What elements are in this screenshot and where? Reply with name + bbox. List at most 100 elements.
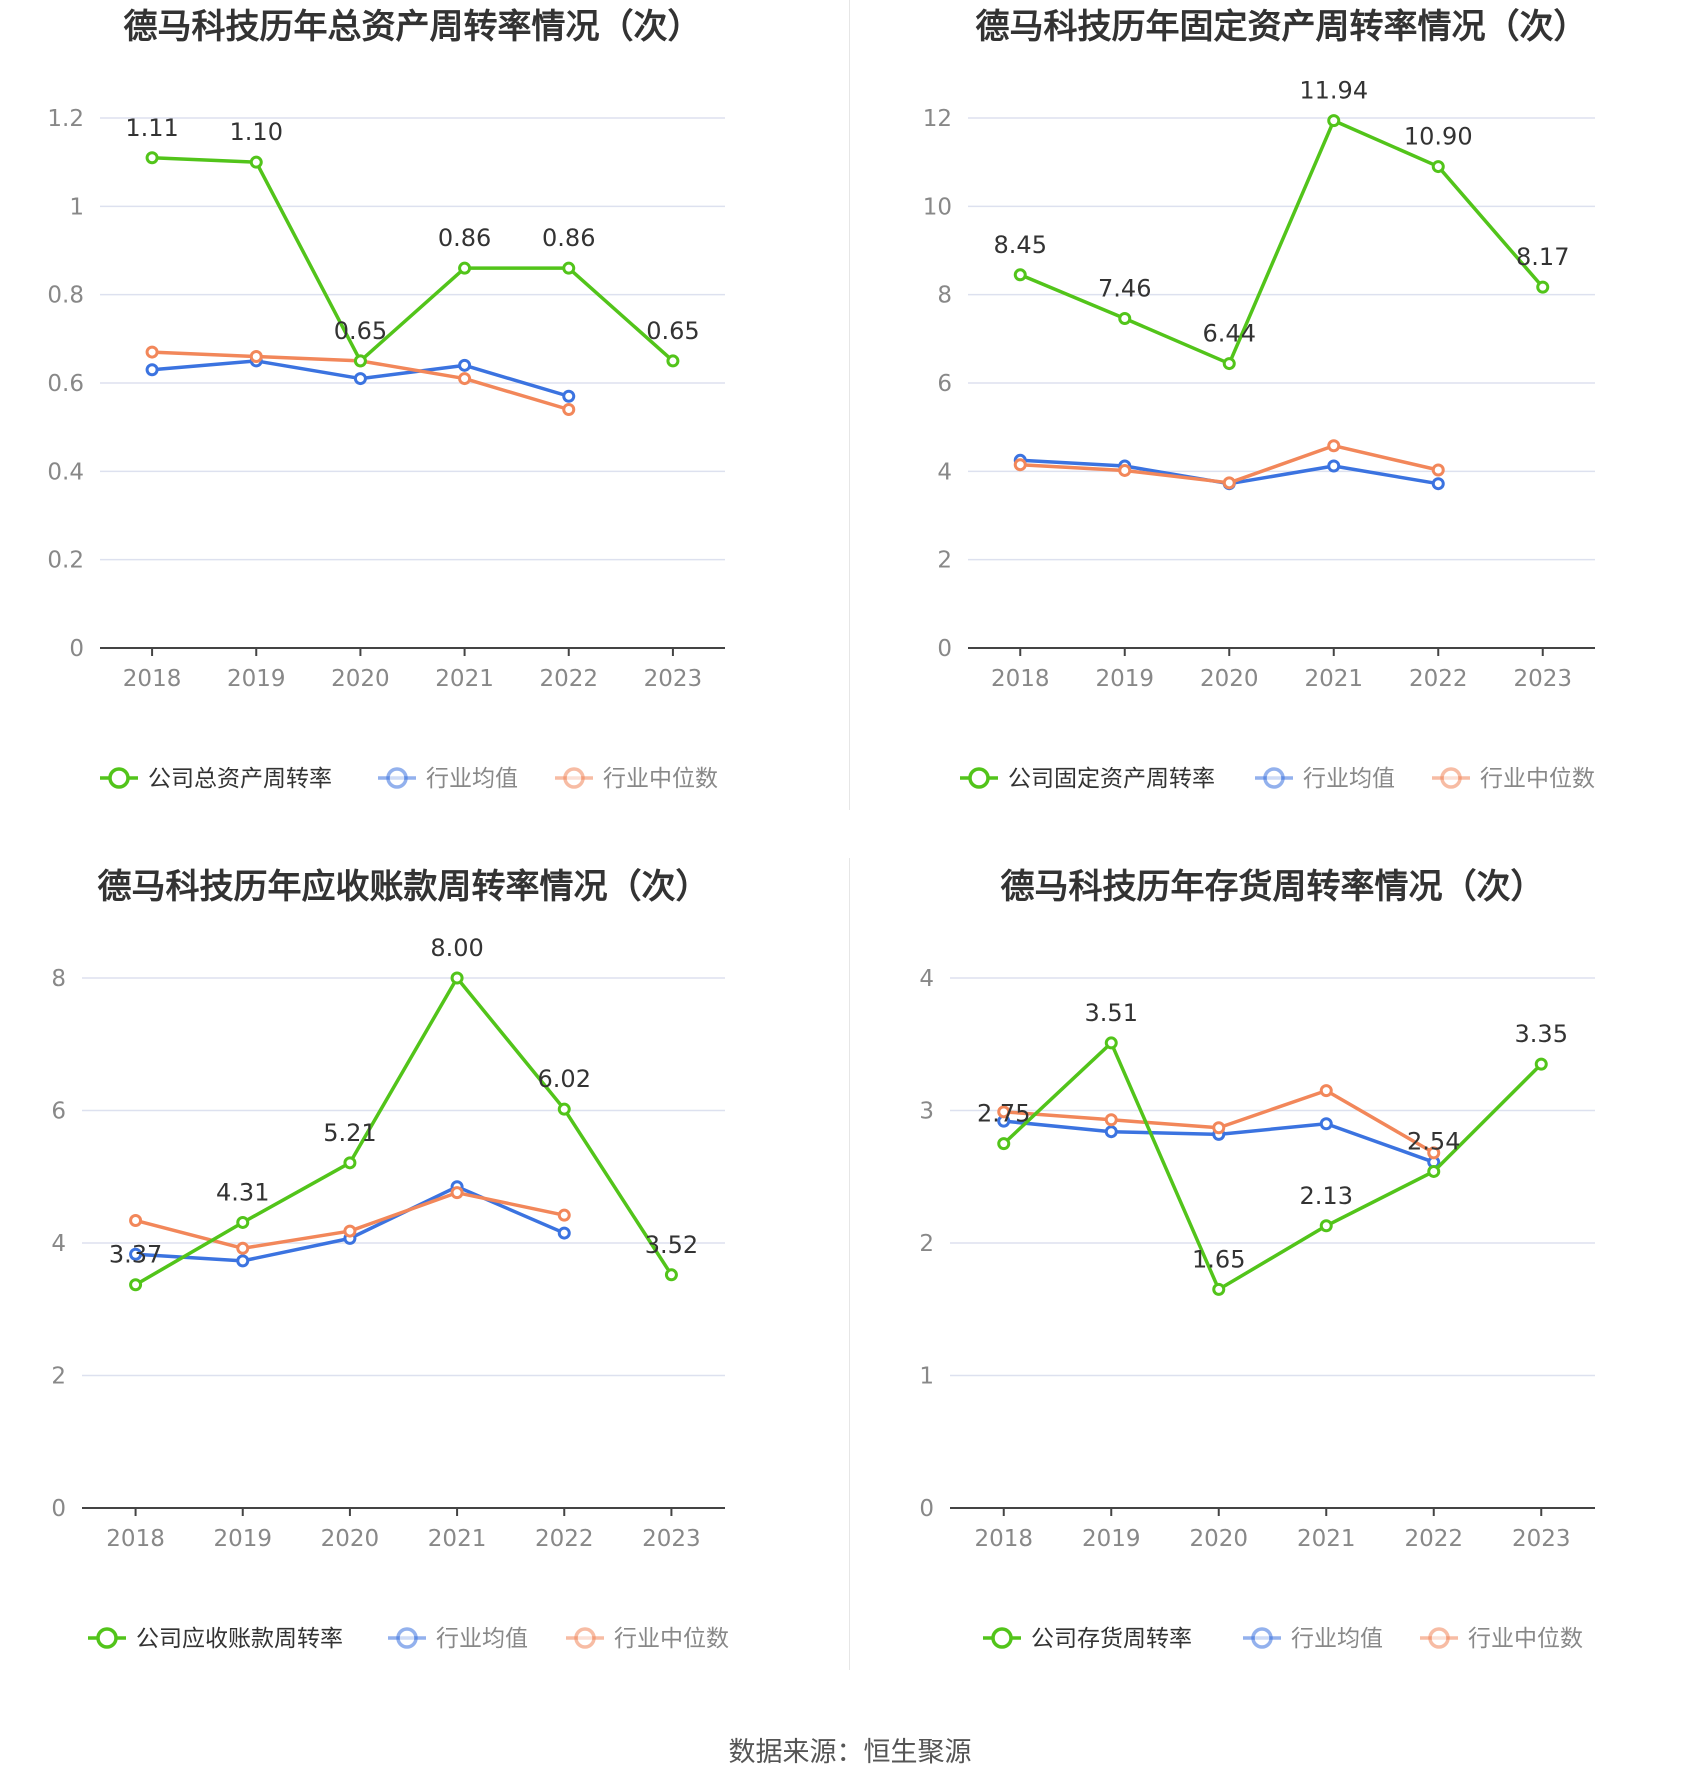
data-point <box>1013 458 1027 472</box>
x-tick-label: 2023 <box>642 1526 701 1552</box>
x-tick-label: 2020 <box>331 666 390 692</box>
x-tick-label: 2020 <box>321 1526 380 1552</box>
x-tick-label: 2023 <box>1513 666 1572 692</box>
y-tick-label: 3 <box>919 1099 934 1125</box>
y-tick-label: 1 <box>919 1364 934 1390</box>
legend-marker <box>396 1627 418 1649</box>
legend-marker <box>563 767 585 789</box>
y-tick-label: 0.4 <box>47 459 84 485</box>
data-label: 11.94 <box>1299 77 1368 105</box>
y-tick-label: 4 <box>51 1231 66 1257</box>
y-tick-label: 10 <box>923 194 952 220</box>
y-tick-label: 12 <box>923 106 952 132</box>
series-line-0 <box>1019 118 1545 366</box>
x-tick-label: 2021 <box>428 1526 487 1552</box>
legend-label: 行业中位数 <box>614 1626 729 1652</box>
legend-item-2: 行业中位数 <box>566 1626 729 1652</box>
y-tick-label: 0 <box>51 1496 66 1522</box>
data-point <box>557 1226 571 1240</box>
data-point <box>666 354 680 368</box>
chart-title: 德马科技历年总资产周转率情况（次） <box>124 7 702 47</box>
legend-marker <box>96 1627 118 1649</box>
y-tick-label: 0 <box>919 1496 934 1522</box>
legend-label: 行业均值 <box>426 766 518 792</box>
y-tick-label: 8 <box>937 283 952 309</box>
legend-item-0: 公司总资产周转率 <box>100 766 332 792</box>
data-point <box>562 261 576 275</box>
x-tick-label: 2018 <box>991 666 1050 692</box>
data-point <box>1104 1036 1118 1050</box>
data-point <box>1327 459 1341 473</box>
data-label: 0.65 <box>334 317 387 345</box>
y-tick-label: 0.6 <box>47 371 84 397</box>
data-point <box>1327 439 1341 453</box>
data-point <box>343 1156 357 1170</box>
data-label: 2.13 <box>1300 1182 1353 1210</box>
series-line-0 <box>152 156 675 363</box>
panel-divider-bottom <box>849 858 850 1670</box>
legend-marker <box>386 767 408 789</box>
chart-panel-total-asset-turnover: 德马科技历年总资产周转率情况（次） 0 0.2 0.4 0.6 0.8 1 1.2 2018 20… <box>0 0 850 860</box>
data-point <box>557 1102 571 1116</box>
data-point <box>1431 477 1445 491</box>
data-point <box>1013 268 1027 282</box>
y-tick-label: 6 <box>51 1099 66 1125</box>
x-tick-label: 2019 <box>1082 1526 1141 1552</box>
chart-title: 德马科技历年存货周转率情况（次） <box>1001 867 1545 907</box>
data-point <box>1431 463 1445 477</box>
chart-svg-3: 德马科技历年存货周转率情况（次） 0 1 2 3 4 2018 2019 2020 2021 202… <box>919 867 1595 1652</box>
data-label: 1.65 <box>1192 1245 1245 1273</box>
chart-title: 德马科技历年固定资产周转率情况（次） <box>976 7 1588 47</box>
x-tick-label: 2023 <box>644 666 703 692</box>
y-tick-label: 8 <box>51 966 66 992</box>
y-tick-label: 0 <box>937 636 952 662</box>
x-tick-label: 2021 <box>1304 666 1363 692</box>
data-point <box>1118 463 1132 477</box>
y-tick-label: 4 <box>919 966 934 992</box>
chart-svg-1: 德马科技历年固定资产周转率情况（次） 0 2 4 6 8 10 12 2018 2019 2020 2… <box>923 7 1595 792</box>
y-tick-label: 0.8 <box>47 283 84 309</box>
series-line-0 <box>1002 1041 1543 1292</box>
data-label: 5.21 <box>323 1119 376 1147</box>
data-point <box>458 372 472 386</box>
data-point <box>249 155 263 169</box>
data-label: 3.51 <box>1085 999 1138 1027</box>
x-tick-label: 2023 <box>1512 1526 1571 1552</box>
data-label: 6.02 <box>538 1065 591 1093</box>
data-point <box>997 1105 1011 1119</box>
x-tick-label: 2021 <box>435 666 494 692</box>
data-point <box>1327 114 1341 128</box>
x-tick-label: 2019 <box>1095 666 1154 692</box>
legend-label: 公司固定资产周转率 <box>1008 766 1215 792</box>
data-point <box>458 358 472 372</box>
data-label: 2.75 <box>977 1100 1030 1128</box>
data-label: 3.37 <box>109 1241 162 1269</box>
legend-label: 行业均值 <box>436 1626 528 1652</box>
legend-item-1: 行业均值 <box>1243 1626 1383 1652</box>
chart-title: 德马科技历年应收账款周转率情况（次） <box>98 867 710 907</box>
data-point <box>145 151 159 165</box>
data-point <box>1118 312 1132 326</box>
data-point <box>557 1208 571 1222</box>
data-point <box>1319 1219 1333 1233</box>
y-tick-label: 2 <box>937 548 952 574</box>
data-point <box>1222 476 1236 490</box>
legend-item-2: 行业中位数 <box>1432 766 1595 792</box>
legend-marker <box>108 767 130 789</box>
legend-item-1: 行业均值 <box>388 1626 528 1652</box>
data-label: 3.52 <box>645 1231 698 1259</box>
x-tick-label: 2018 <box>123 666 182 692</box>
legend-item-1: 行业均值 <box>1255 766 1395 792</box>
data-point <box>1427 1146 1441 1160</box>
x-tick-label: 2019 <box>213 1526 272 1552</box>
x-tick-label: 2021 <box>1297 1526 1356 1552</box>
data-label: 8.00 <box>430 934 483 962</box>
legend-label: 行业均值 <box>1291 1626 1383 1652</box>
legend-marker <box>991 1627 1013 1649</box>
data-point <box>450 971 464 985</box>
data-point <box>1431 160 1445 174</box>
x-tick-label: 2018 <box>974 1526 1033 1552</box>
data-label: 3.35 <box>1515 1020 1568 1048</box>
legend-marker <box>1440 767 1462 789</box>
data-point <box>997 1137 1011 1151</box>
